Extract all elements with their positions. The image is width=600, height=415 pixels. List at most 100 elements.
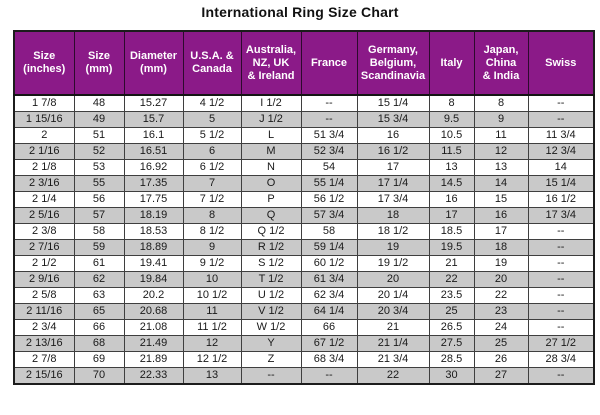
column-header: France <box>300 30 358 96</box>
table-cell: 23 <box>473 303 529 320</box>
table-cell: 21 3/4 <box>356 351 430 368</box>
table-row: 2 1/2 61 19.41 9 1/2 S 1/2 60 1/2 19 1/2 21 19 -- <box>13 255 595 272</box>
table-row: 2 7/16 59 18.89 9 R 1/2 59 1/4 19 19.5 18 -- <box>13 239 595 256</box>
table-cell: 18 <box>473 239 529 256</box>
column-header: Germany, Belgium, Scandinavia <box>356 30 430 96</box>
table-cell: 62 3/4 <box>300 287 358 304</box>
table-cell: 19 1/2 <box>356 255 430 272</box>
table-cell: 55 <box>73 175 125 192</box>
table-cell: -- <box>527 287 595 304</box>
table-cell: 62 <box>73 271 125 288</box>
table-cell: 28.5 <box>428 351 475 368</box>
table-cell: 11 <box>182 303 242 320</box>
table-cell: 9 <box>473 111 529 128</box>
table-cell: 53 <box>73 159 125 176</box>
table-cell: 5 <box>182 111 242 128</box>
table-cell: 16.1 <box>123 127 184 144</box>
table-cell: 2 1/2 <box>13 255 75 272</box>
table-cell: -- <box>527 319 595 336</box>
table-body: 1 7/8 48 15.27 4 1/2 I 1/2 -- 15 1/4 8 8 -- 1 15/1… <box>13 94 595 385</box>
table-header: Size (inches) Size (mm) Diameter (mm) U.S.A… <box>13 30 595 96</box>
column-header: Australia, NZ, UK & Ireland <box>240 30 302 96</box>
table-cell: 61 <box>73 255 125 272</box>
table-cell: 17 1/4 <box>356 175 430 192</box>
table-cell: -- <box>527 239 595 256</box>
table-cell: I 1/2 <box>240 94 302 112</box>
table-header-row: Size (inches) Size (mm) Diameter (mm) U.S.A… <box>13 30 595 96</box>
table-cell: 16.51 <box>123 143 184 160</box>
table-cell: 8 1/2 <box>182 223 242 240</box>
table-row: 2 7/8 69 21.89 12 1/2 Z 68 3/4 21 3/4 28.5 26 28 … <box>13 351 595 368</box>
table-cell: 21 <box>356 319 430 336</box>
table-cell: 8 <box>428 94 475 112</box>
table-cell: 52 <box>73 143 125 160</box>
table-cell: 13 <box>428 159 475 176</box>
table-cell: 64 1/4 <box>300 303 358 320</box>
table-cell: 54 <box>300 159 358 176</box>
table-cell: 2 1/8 <box>13 159 75 176</box>
table-cell: 18.53 <box>123 223 184 240</box>
table-cell: 17.35 <box>123 175 184 192</box>
table-cell: 19.84 <box>123 271 184 288</box>
table-cell: 11 <box>473 127 529 144</box>
table-cell: J 1/2 <box>240 111 302 128</box>
table-row: 2 9/16 62 19.84 10 T 1/2 61 3/4 20 22 20 -- <box>13 271 595 288</box>
table-cell: 58 <box>300 223 358 240</box>
table-cell: N <box>240 159 302 176</box>
table-cell: 25 <box>428 303 475 320</box>
table-cell: U 1/2 <box>240 287 302 304</box>
table-cell: 13 <box>182 367 242 385</box>
table-cell: 57 <box>73 207 125 224</box>
table-cell: 17 3/4 <box>527 207 595 224</box>
table-cell: 21.08 <box>123 319 184 336</box>
table-cell: 20 3/4 <box>356 303 430 320</box>
table-cell: 27.5 <box>428 335 475 352</box>
table-cell: 12 <box>182 335 242 352</box>
table-cell: 4 1/2 <box>182 94 242 112</box>
column-header: Size (mm) <box>73 30 125 96</box>
table-cell: 16 <box>356 127 430 144</box>
table-cell: 60 1/2 <box>300 255 358 272</box>
table-cell: S 1/2 <box>240 255 302 272</box>
table-cell: -- <box>300 367 358 385</box>
table-cell: 58 <box>73 223 125 240</box>
table-cell: 18 <box>356 207 430 224</box>
table-cell: 20 <box>473 271 529 288</box>
table-cell: 10 1/2 <box>182 287 242 304</box>
table-cell: -- <box>527 111 595 128</box>
table-cell: -- <box>300 94 358 112</box>
column-header: Italy <box>428 30 475 96</box>
table-cell: 2 5/16 <box>13 207 75 224</box>
table-cell: 14 <box>473 175 529 192</box>
table-cell: 63 <box>73 287 125 304</box>
table-cell: 59 <box>73 239 125 256</box>
table-cell: Q <box>240 207 302 224</box>
table-cell: 13 <box>473 159 529 176</box>
table-cell: 6 <box>182 143 242 160</box>
table-cell: 21.89 <box>123 351 184 368</box>
table-cell: 18.19 <box>123 207 184 224</box>
table-cell: 19 <box>473 255 529 272</box>
table-cell: M <box>240 143 302 160</box>
table-cell: 28 3/4 <box>527 351 595 368</box>
table-cell: 49 <box>73 111 125 128</box>
table-cell: 57 3/4 <box>300 207 358 224</box>
table-cell: 18.89 <box>123 239 184 256</box>
table-cell: 56 1/2 <box>300 191 358 208</box>
table-cell: 11 3/4 <box>527 127 595 144</box>
table-cell: 67 1/2 <box>300 335 358 352</box>
table-cell: 23.5 <box>428 287 475 304</box>
table-cell: -- <box>527 303 595 320</box>
table-cell: 15 1/4 <box>356 94 430 112</box>
table-row: 2 3/16 55 17.35 7 O 55 1/4 17 1/4 14.5 14 15 1/4 <box>13 175 595 192</box>
table-cell: V 1/2 <box>240 303 302 320</box>
table-cell: 27 <box>473 367 529 385</box>
table-cell: -- <box>527 255 595 272</box>
table-cell: 14.5 <box>428 175 475 192</box>
column-header: Size (inches) <box>13 30 75 96</box>
table-cell: 16 <box>428 191 475 208</box>
table-cell: 2 <box>13 127 75 144</box>
column-header: Diameter (mm) <box>123 30 184 96</box>
table-cell: 1 15/16 <box>13 111 75 128</box>
table-cell: 61 3/4 <box>300 271 358 288</box>
